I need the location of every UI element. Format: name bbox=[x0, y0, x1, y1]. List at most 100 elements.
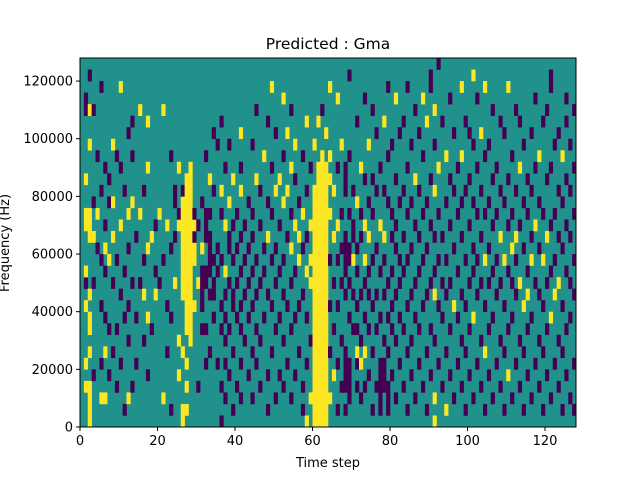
heatmap-cell bbox=[564, 92, 569, 105]
heatmap-cell bbox=[502, 196, 507, 209]
heatmap-cell bbox=[316, 369, 321, 382]
heatmap-cell bbox=[533, 277, 538, 289]
heatmap-cell bbox=[320, 150, 325, 163]
heatmap-cell bbox=[459, 196, 464, 209]
heatmap-cell bbox=[250, 346, 255, 359]
heatmap-cell bbox=[231, 219, 236, 232]
heatmap-cell bbox=[188, 161, 193, 174]
heatmap-cell bbox=[405, 300, 410, 312]
heatmap-cell bbox=[118, 81, 123, 93]
heatmap-cell bbox=[572, 207, 577, 220]
heatmap-cell bbox=[83, 357, 89, 370]
heatmap-cell bbox=[324, 323, 329, 336]
heatmap-cell bbox=[490, 173, 495, 186]
heatmap-cell bbox=[556, 277, 561, 289]
heatmap-cell bbox=[188, 242, 193, 255]
heatmap-cell bbox=[184, 288, 189, 301]
heatmap-cell bbox=[378, 265, 383, 278]
heatmap-cell bbox=[207, 230, 213, 243]
heatmap-cell bbox=[312, 323, 317, 336]
heatmap-cell bbox=[529, 392, 534, 405]
heatmap-cell bbox=[188, 254, 193, 266]
heatmap-cell bbox=[184, 207, 189, 220]
heatmap-cell bbox=[258, 380, 263, 393]
heatmap-cell bbox=[87, 380, 92, 393]
heatmap-cell bbox=[223, 265, 228, 278]
heatmap-cell bbox=[242, 219, 247, 232]
heatmap-cell bbox=[463, 403, 468, 416]
heatmap-cell bbox=[444, 346, 449, 359]
heatmap-cell bbox=[324, 230, 329, 243]
heatmap-cell bbox=[347, 277, 352, 289]
heatmap-cell bbox=[564, 369, 569, 382]
heatmap-cell bbox=[324, 369, 329, 382]
heatmap-cell bbox=[548, 161, 554, 174]
heatmap-cell bbox=[498, 115, 503, 128]
heatmap-cell bbox=[215, 265, 220, 278]
heatmap-cell bbox=[238, 300, 244, 312]
heatmap-cell bbox=[269, 346, 275, 359]
heatmap-cell bbox=[537, 242, 542, 255]
heatmap-cell bbox=[153, 288, 158, 301]
heatmap-cell bbox=[421, 150, 426, 163]
heatmap-cell bbox=[180, 254, 185, 266]
heatmap-cell bbox=[192, 300, 197, 312]
heatmap-cell bbox=[188, 207, 193, 220]
heatmap-cell bbox=[118, 357, 123, 370]
heatmap-cell bbox=[87, 392, 92, 405]
heatmap-cell bbox=[343, 380, 348, 393]
y-tick-label: 100000 bbox=[23, 132, 73, 147]
heatmap-cell bbox=[393, 92, 399, 105]
heatmap-cell bbox=[149, 230, 154, 243]
heatmap-cell bbox=[173, 277, 178, 289]
heatmap-cell bbox=[300, 380, 306, 393]
heatmap-cell bbox=[537, 288, 542, 301]
heatmap-cell bbox=[335, 92, 340, 105]
heatmap-cell bbox=[320, 230, 325, 243]
heatmap-cell bbox=[490, 104, 495, 116]
heatmap-cell bbox=[417, 127, 422, 140]
heatmap-cell bbox=[432, 230, 437, 243]
heatmap-cell bbox=[312, 184, 317, 197]
heatmap-cell bbox=[572, 403, 577, 416]
heatmap-cell bbox=[161, 254, 166, 266]
heatmap-cell bbox=[556, 127, 561, 140]
heatmap-cell bbox=[390, 138, 395, 151]
heatmap-cell bbox=[331, 184, 337, 197]
heatmap-cell bbox=[114, 150, 120, 163]
heatmap-cell bbox=[428, 369, 433, 382]
heatmap-cell bbox=[184, 300, 189, 312]
heatmap-cell bbox=[312, 392, 317, 405]
heatmap-cell bbox=[521, 346, 526, 359]
heatmap-cell bbox=[281, 380, 286, 393]
heatmap-cell bbox=[285, 184, 290, 197]
heatmap-cell bbox=[506, 81, 511, 93]
heatmap-cell bbox=[324, 392, 329, 405]
heatmap-cell bbox=[386, 403, 391, 416]
heatmap-cell bbox=[227, 277, 232, 289]
heatmap-cell bbox=[355, 346, 360, 359]
heatmap-cell bbox=[304, 311, 309, 324]
heatmap-cell bbox=[424, 115, 430, 128]
heatmap-cell bbox=[502, 403, 507, 416]
heatmap-cell bbox=[343, 369, 348, 382]
heatmap-cell bbox=[382, 288, 387, 301]
heatmap-cell bbox=[405, 161, 410, 174]
heatmap-cell bbox=[514, 288, 519, 301]
heatmap-cell bbox=[397, 254, 402, 266]
heatmap-cell bbox=[316, 242, 321, 255]
heatmap-cell bbox=[521, 196, 526, 209]
heatmap-cell bbox=[432, 392, 437, 405]
heatmap-cell bbox=[331, 369, 337, 382]
heatmap-cell bbox=[436, 300, 441, 312]
heatmap-cell bbox=[378, 380, 383, 393]
heatmap-cell bbox=[374, 127, 379, 140]
heatmap-cell bbox=[293, 369, 298, 382]
heatmap-cell bbox=[130, 380, 135, 393]
heatmap-cell bbox=[169, 403, 174, 416]
heatmap-cell bbox=[452, 184, 457, 197]
heatmap-cell bbox=[142, 254, 147, 266]
heatmap-cell bbox=[207, 288, 213, 301]
heatmap-cell bbox=[211, 277, 216, 289]
heatmap-cell bbox=[541, 115, 546, 128]
